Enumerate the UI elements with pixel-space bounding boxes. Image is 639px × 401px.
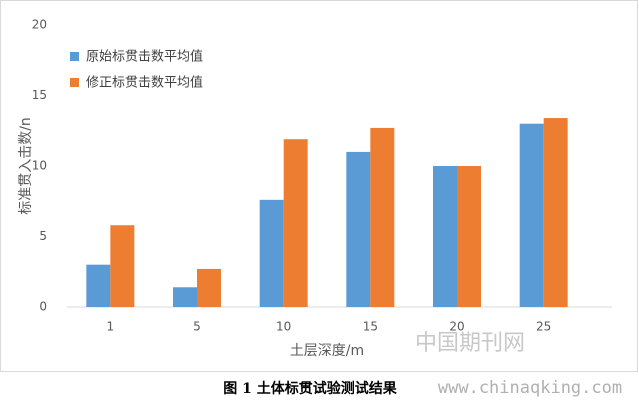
x-axis-label: 土层深度/m — [290, 343, 364, 359]
x-tick-label: 5 — [193, 320, 201, 334]
bar — [110, 225, 135, 307]
y-tick-label: 5 — [39, 229, 47, 243]
y-tick-label: 10 — [32, 159, 47, 173]
x-tick-label: 1 — [107, 320, 115, 334]
bar — [433, 166, 457, 307]
bar — [370, 127, 395, 308]
watermark: 中国期刊网 — [415, 331, 525, 356]
legend-swatch — [70, 78, 79, 87]
x-tick-label: 25 — [536, 320, 551, 334]
bar — [283, 139, 308, 307]
bar — [346, 151, 371, 307]
legend-label: 原始标贯击数平均值 — [86, 49, 203, 65]
watermark-url: www.chinaqking.com — [438, 378, 622, 398]
x-tick-label: 20 — [449, 320, 464, 334]
bar — [86, 264, 111, 307]
bar — [457, 166, 481, 307]
y-tick-label: 20 — [32, 18, 47, 32]
caption: 图 1 土体标贯试验测试结果 — [223, 380, 397, 397]
y-tick-label: 15 — [32, 88, 47, 102]
x-tick-label: 15 — [363, 320, 378, 334]
bar — [543, 118, 568, 307]
bar — [519, 123, 544, 307]
bar — [197, 268, 221, 307]
legend-label: 修正标贯击数平均值 — [86, 75, 203, 91]
y-axis-label: 标准贯入击数/n — [18, 117, 34, 215]
bar — [173, 287, 197, 307]
bar — [259, 199, 284, 307]
x-tick-label: 10 — [276, 320, 291, 334]
legend-swatch — [70, 52, 79, 61]
y-tick-label: 0 — [39, 300, 47, 314]
